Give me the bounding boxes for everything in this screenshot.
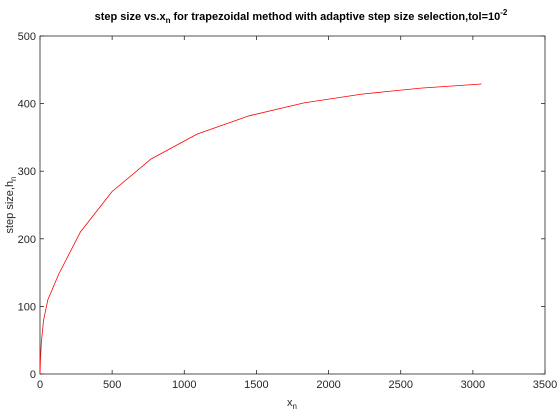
y-tick-label: 400 [18, 99, 36, 111]
y-tick-label: 500 [18, 31, 36, 43]
x-axis-ticks: 0 500 1000 1500 2000 2500 3000 3500 [37, 36, 557, 391]
y-axis-ticks: 0 100 200 300 400 500 [18, 31, 545, 381]
series-group [39, 83, 482, 375]
x-tick-label: 500 [103, 379, 121, 391]
y-tick-label: 100 [18, 301, 36, 313]
x-tick-label: 1000 [172, 379, 196, 391]
y-tick-label: 200 [18, 234, 36, 246]
y-tick-label: 300 [18, 166, 36, 178]
chart-title: step size vs.xn for trapezoidal method w… [95, 8, 508, 25]
x-axis-label: xn [287, 397, 297, 411]
y-axis-label: step size,hn [4, 176, 18, 233]
x-tick-label: 0 [37, 379, 43, 391]
x-tick-label: 3500 [533, 379, 557, 391]
x-tick-label: 3000 [461, 379, 485, 391]
x-tick-label: 2000 [316, 379, 340, 391]
x-tick-label: 1500 [244, 379, 268, 391]
x-tick-label: 2500 [388, 379, 412, 391]
series-line [39, 83, 482, 375]
plot-area [39, 35, 546, 375]
y-tick-label: 0 [30, 369, 36, 381]
